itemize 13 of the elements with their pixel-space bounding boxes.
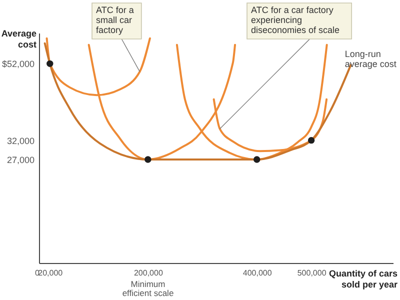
y-tick-label: 27,000 — [6, 155, 34, 165]
annotation: ATC for a small car factory — [96, 5, 134, 35]
series-label: Long-run average cost — [344, 48, 397, 69]
x-tick-label: 400,000 — [242, 268, 272, 278]
y-tick-label: $52,000 — [2, 59, 34, 70]
x-tick-label: 20,000 — [38, 268, 64, 278]
x-tick-label: 200,000 — [134, 268, 164, 278]
y-tick-label: 32,000 — [6, 136, 34, 146]
x-tick-label: 500,000 — [297, 268, 327, 278]
y-axis-title: Average cost — [1, 28, 36, 50]
text: Minimum efficient scale — [122, 279, 174, 298]
x-axis-title: Quantity of cars sold per year — [328, 268, 398, 290]
annotation: ATC for a car factory experiencing diseconomies of scale — [251, 5, 340, 35]
